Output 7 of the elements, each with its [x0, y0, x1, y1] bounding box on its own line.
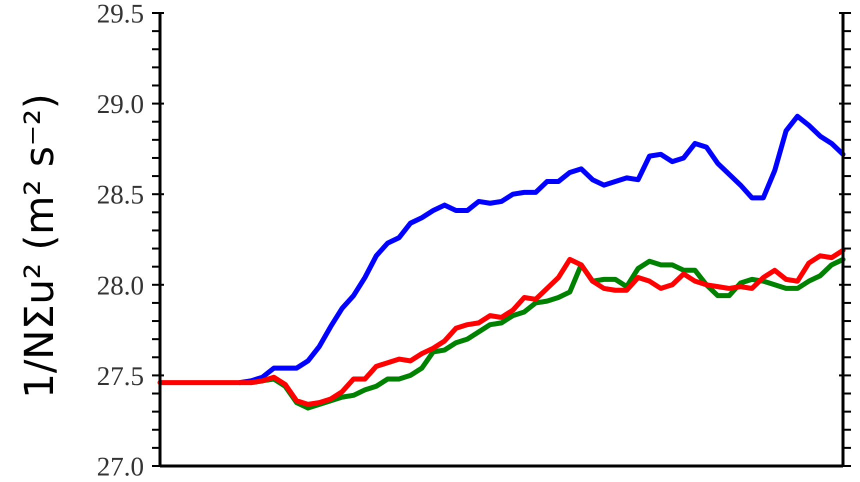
y-tick-label: 27.0: [96, 451, 144, 482]
y-tick-label: 29.0: [96, 89, 144, 120]
y-tick-label: 28.0: [96, 270, 144, 300]
y-tick-label: 29.5: [96, 0, 144, 28]
y-tick-label: 28.5: [96, 180, 144, 210]
y-axis-title: 1/NΣu² (m² s⁻²): [16, 93, 63, 399]
y-tick-label: 27.5: [96, 360, 144, 391]
